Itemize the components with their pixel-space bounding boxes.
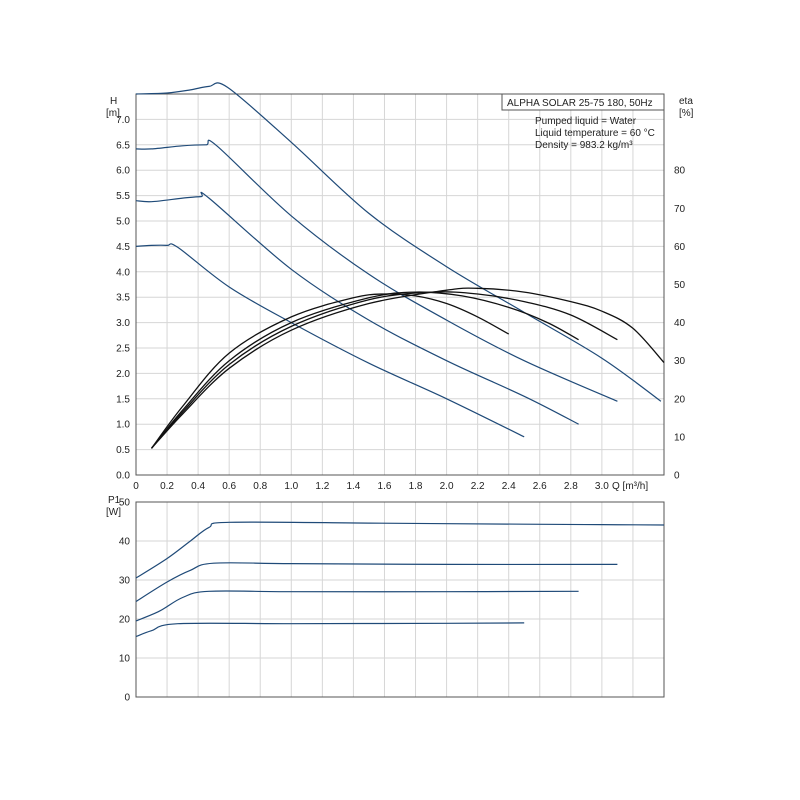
- head-chart-frame: [135, 93, 665, 476]
- eta-curve-4: [150, 293, 510, 449]
- annotation-liquid: Pumped liquid = Water: [535, 116, 637, 127]
- power-tick-label: 0: [124, 693, 130, 704]
- x-tick-label: 1.0: [284, 481, 298, 492]
- eta-tick-label: 20: [674, 394, 686, 405]
- power-tick-label: 50: [119, 498, 131, 509]
- power-curves: [135, 521, 665, 638]
- head-tick-label: 5.0: [116, 217, 130, 228]
- power-tick-label: 40: [119, 537, 131, 548]
- power-chart-grid: [136, 501, 664, 697]
- eta-curve-1: [151, 287, 665, 449]
- head-chart-grid: [136, 94, 664, 475]
- x-tick-label: 2.8: [564, 481, 578, 492]
- chart-title: ALPHA SOLAR 25-75 180, 50Hz: [507, 98, 653, 109]
- power-tick-label: 10: [119, 654, 131, 665]
- annotation-temperature: Liquid temperature = 60 °C: [535, 128, 655, 139]
- x-tick-label: 1.2: [315, 481, 329, 492]
- head-curve-1: [135, 82, 662, 402]
- head-tick-label: 1.0: [116, 420, 130, 431]
- eta-curve-2: [151, 291, 618, 449]
- head-curve-4: [135, 243, 525, 438]
- power-chart-y-ticks: 0 10 20 30 40 50: [119, 498, 131, 704]
- x-tick-label: 0: [133, 481, 139, 492]
- head-chart-x-ticks: 0 0.2 0.4 0.6 0.8 1.0 1.2 1.4 1.6 1.8 2.0 2.2 2.4 2.6…: [133, 481, 609, 492]
- x-tick-label: 1.8: [409, 481, 423, 492]
- x-tick-label: 2.6: [533, 481, 547, 492]
- head-axis-unit: [m]: [106, 108, 120, 119]
- flow-axis-label: Q [m³/h]: [612, 481, 648, 492]
- eta-tick-label: 80: [674, 166, 686, 177]
- power-curve-4: [135, 622, 525, 638]
- eta-axis-unit: [%]: [679, 108, 694, 119]
- head-tick-label: 0.5: [116, 445, 130, 456]
- x-tick-label: 0.4: [191, 481, 205, 492]
- head-tick-label: 1.5: [116, 394, 130, 405]
- x-tick-label: 0.6: [222, 481, 236, 492]
- head-tick-label: 6.5: [116, 140, 130, 151]
- head-tick-label: 5.5: [116, 191, 130, 202]
- head-tick-label: 0.0: [116, 471, 130, 482]
- x-tick-label: 2.2: [471, 481, 485, 492]
- head-tick-label: 7.0: [116, 115, 130, 126]
- power-axis-label: P1: [108, 495, 121, 506]
- eta-tick-label: 30: [674, 356, 686, 367]
- head-chart-y-ticks: 0.0 0.5 1.0 1.5 2.0 2.5 3.0 3.5 4.0 4.5 5.0 5.5 6.0 6…: [116, 115, 130, 482]
- power-tick-label: 20: [119, 615, 131, 626]
- head-tick-label: 2.5: [116, 344, 130, 355]
- title-box: [501, 93, 665, 111]
- head-tick-label: 6.0: [116, 166, 130, 177]
- efficiency-curves: [150, 287, 665, 449]
- head-tick-label: 4.0: [116, 267, 130, 278]
- power-axis-unit: [W]: [106, 507, 121, 518]
- power-curve-1: [135, 521, 665, 579]
- head-tick-label: 4.5: [116, 242, 130, 253]
- eta-tick-label: 40: [674, 318, 686, 329]
- x-tick-label: 3.0: [595, 481, 609, 492]
- power-chart-frame: [135, 501, 665, 698]
- x-tick-label: 1.4: [346, 481, 360, 492]
- head-curve-2: [135, 139, 618, 402]
- power-curve-2: [135, 562, 618, 603]
- head-axis-label: H: [110, 96, 117, 107]
- head-chart-eta-ticks: 0 10 20 30 40 50 60 70 80: [674, 166, 686, 482]
- eta-tick-label: 50: [674, 280, 686, 291]
- x-tick-label: 2.0: [440, 481, 454, 492]
- annotation-density: Density = 983.2 kg/m³: [535, 140, 633, 151]
- head-tick-label: 3.0: [116, 318, 130, 329]
- eta-tick-label: 0: [674, 471, 680, 482]
- power-curve-3: [135, 590, 579, 622]
- eta-tick-label: 60: [674, 242, 686, 253]
- eta-tick-label: 70: [674, 204, 686, 215]
- x-tick-label: 0.2: [160, 481, 174, 492]
- eta-curve-3: [150, 291, 579, 449]
- eta-tick-label: 10: [674, 432, 686, 443]
- head-curve-3: [135, 191, 579, 425]
- power-tick-label: 30: [119, 576, 131, 587]
- x-tick-label: 1.6: [378, 481, 392, 492]
- head-tick-label: 2.0: [116, 369, 130, 380]
- x-tick-label: 0.8: [253, 481, 267, 492]
- eta-axis-label: eta: [679, 96, 693, 107]
- x-tick-label: 2.4: [502, 481, 516, 492]
- head-tick-label: 3.5: [116, 293, 130, 304]
- head-curves: [135, 82, 662, 438]
